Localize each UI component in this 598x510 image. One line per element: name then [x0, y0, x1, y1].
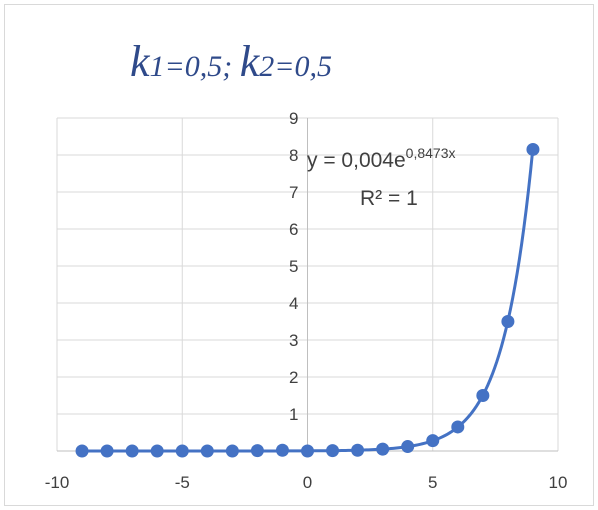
data-point [501, 315, 515, 328]
y-tick-label: 1 [289, 405, 298, 424]
data-point [75, 444, 89, 458]
x-tick-label: 0 [303, 473, 312, 492]
title-k1-rest: 1=0,5; [150, 50, 240, 83]
tick-labels: -10 -5 0 5 10 1 2 3 4 5 6 7 8 9 [45, 109, 568, 492]
data-point [200, 444, 214, 458]
data-point [451, 420, 465, 434]
data-point [100, 444, 114, 458]
r-squared-label: R² = 1 [360, 187, 418, 210]
y-tick-label: 2 [289, 368, 298, 387]
data-point [225, 444, 239, 458]
title-k2-letter: k [240, 37, 261, 86]
y-tick-label: 3 [289, 331, 298, 350]
x-tick-label: 10 [549, 473, 568, 492]
trendline-equation: y = 0,004e0,8473x [307, 145, 456, 172]
data-point [351, 443, 365, 457]
equation-exponent: 0,8473x [406, 145, 456, 161]
title-k2-rest: 2=0,5 [259, 50, 332, 83]
data-point [301, 444, 314, 458]
data-point [476, 389, 490, 402]
data-point [175, 444, 189, 458]
y-tick-label: 5 [289, 257, 298, 276]
data-point [150, 444, 164, 458]
data-point [376, 442, 390, 456]
x-tick-label: -5 [175, 473, 190, 492]
data-point [125, 444, 139, 458]
data-point [326, 444, 340, 458]
data-point [250, 444, 264, 458]
y-tick-label: 4 [289, 294, 298, 313]
equation-main: y = 0,004e [307, 149, 406, 172]
y-tick-label: 9 [289, 109, 298, 128]
data-point [526, 142, 540, 156]
y-tick-label: 8 [289, 146, 298, 165]
chart-border [4, 4, 594, 506]
x-tick-label: -10 [45, 473, 70, 492]
chart-title: k1=0,5; k2=0,5 [130, 37, 332, 86]
data-point [426, 434, 440, 448]
data-point [401, 440, 415, 454]
x-tick-label: 5 [428, 473, 437, 492]
data-points [75, 142, 540, 458]
title-k1-letter: k [130, 37, 151, 86]
y-tick-label: 6 [289, 220, 298, 239]
data-point [275, 443, 289, 457]
y-tick-label: 7 [289, 183, 298, 202]
